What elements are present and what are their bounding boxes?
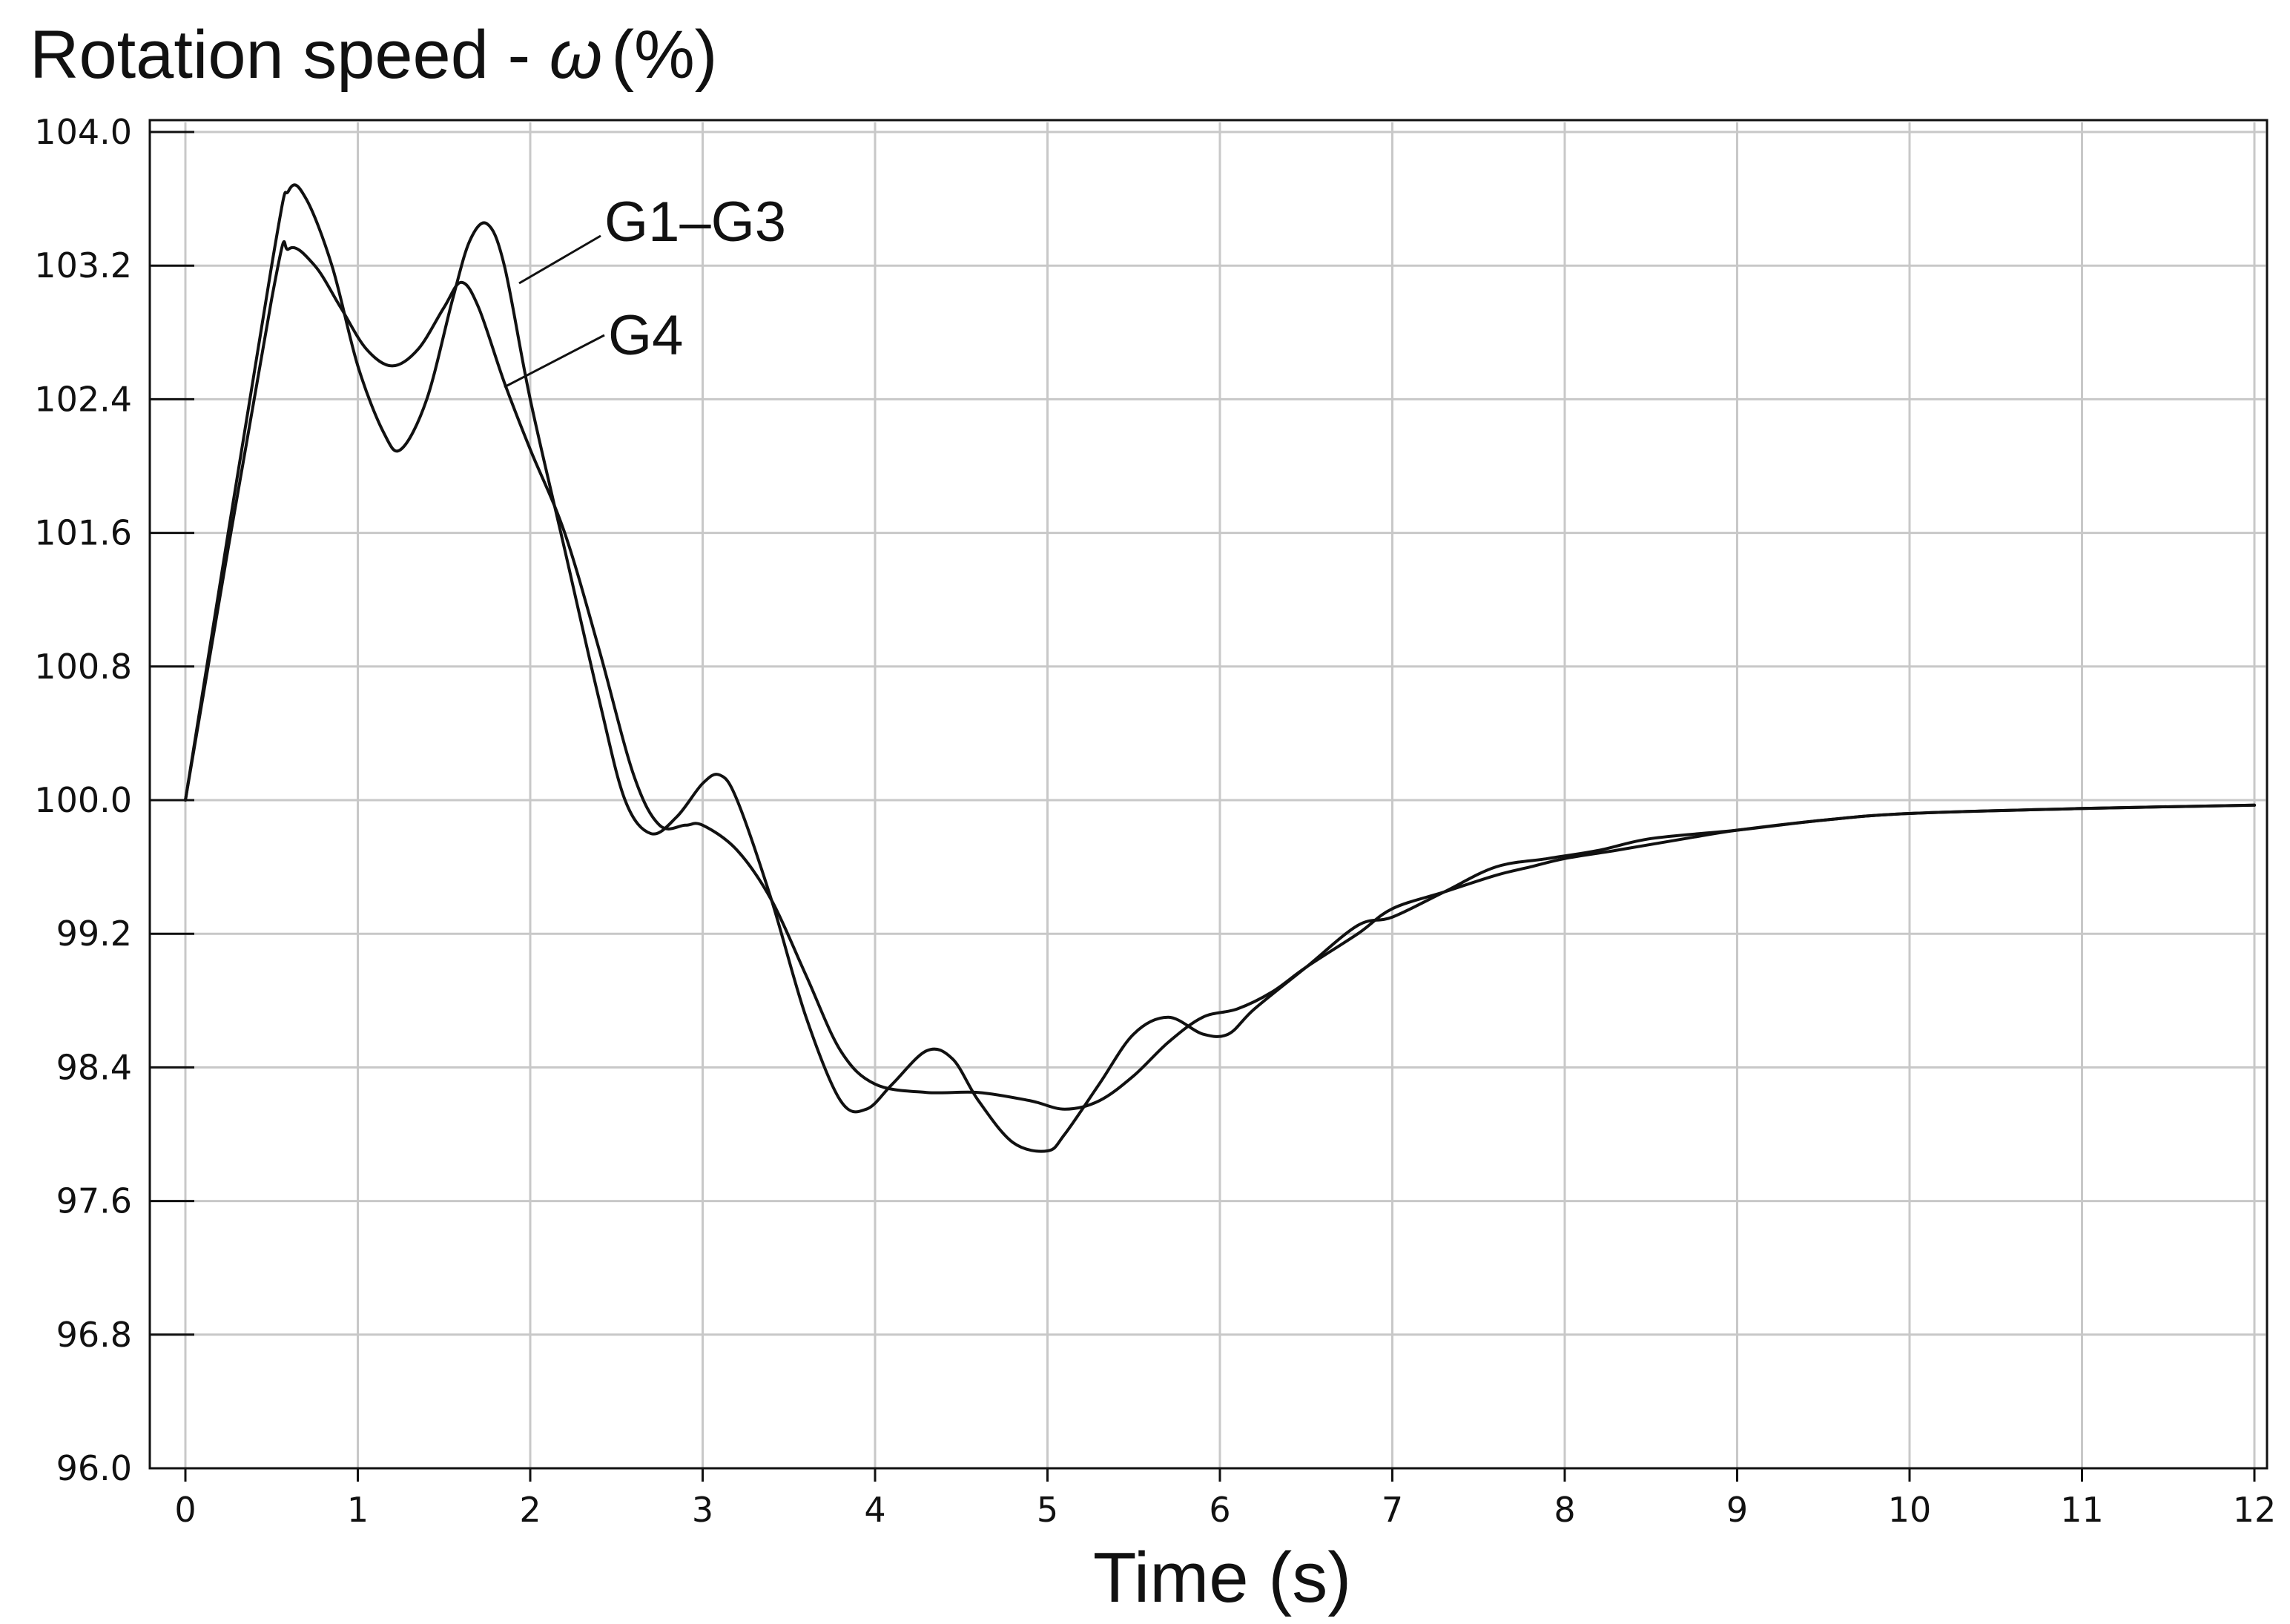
series-line-g4 xyxy=(184,240,2256,1111)
y-tick-label: 102.4 xyxy=(34,379,132,419)
annotation-leader-g1-g3 xyxy=(518,234,601,285)
chart-title-unit: (%) xyxy=(611,17,717,93)
x-tick-label: 5 xyxy=(1037,1490,1058,1530)
y-tick-label: 96.0 xyxy=(56,1448,132,1488)
x-tick-label: 10 xyxy=(1888,1490,1932,1530)
x-tick-label: 4 xyxy=(864,1490,885,1530)
grid xyxy=(152,122,2266,1470)
series-lines xyxy=(184,183,2256,1153)
y-tick-label: 100.8 xyxy=(34,647,132,687)
x-tick-label: 8 xyxy=(1554,1490,1575,1530)
x-tick-label: 3 xyxy=(692,1490,713,1530)
y-tick-label: 98.4 xyxy=(56,1047,132,1087)
series-line-g1-g3 xyxy=(184,183,2256,1153)
y-tick-label: 104.0 xyxy=(34,112,132,152)
x-tick-label: 1 xyxy=(347,1490,369,1530)
x-tick-label: 2 xyxy=(519,1490,541,1530)
y-tick-label: 100.0 xyxy=(34,780,132,820)
plot-frame xyxy=(148,119,2268,1470)
x-tick-label: 6 xyxy=(1209,1490,1230,1530)
y-tick-label: 97.6 xyxy=(56,1181,132,1221)
chart-title: Rotation speed - ω (%) xyxy=(30,17,717,93)
x-tick-label: 11 xyxy=(2060,1490,2104,1530)
y-tick-label: 96.8 xyxy=(56,1315,132,1355)
x-axis-label: Time (s) xyxy=(1093,1538,1351,1617)
x-tick-label: 7 xyxy=(1382,1490,1403,1530)
axis-ticks: 0 1 2 3 4 5 6 7 8 9 10 11 12104.0103.2102.4101.6100.… xyxy=(34,112,2276,1530)
x-tick-label: 0 xyxy=(174,1490,196,1530)
annotation-g4: G4 xyxy=(608,304,683,367)
chart-title-text: Rotation speed - xyxy=(30,17,550,93)
annotation-g1-g3: G1–G3 xyxy=(604,191,786,254)
x-tick-label: 9 xyxy=(1726,1490,1748,1530)
x-tick-label: 12 xyxy=(2233,1490,2277,1530)
y-tick-label: 99.2 xyxy=(56,914,132,954)
annotation-leader-g4 xyxy=(504,334,605,389)
y-tick-label: 101.6 xyxy=(34,513,132,553)
chart-title-symbol: ω xyxy=(550,17,603,93)
annotations: G1–G3 G4 xyxy=(504,191,786,389)
y-tick-label: 103.2 xyxy=(34,245,132,285)
